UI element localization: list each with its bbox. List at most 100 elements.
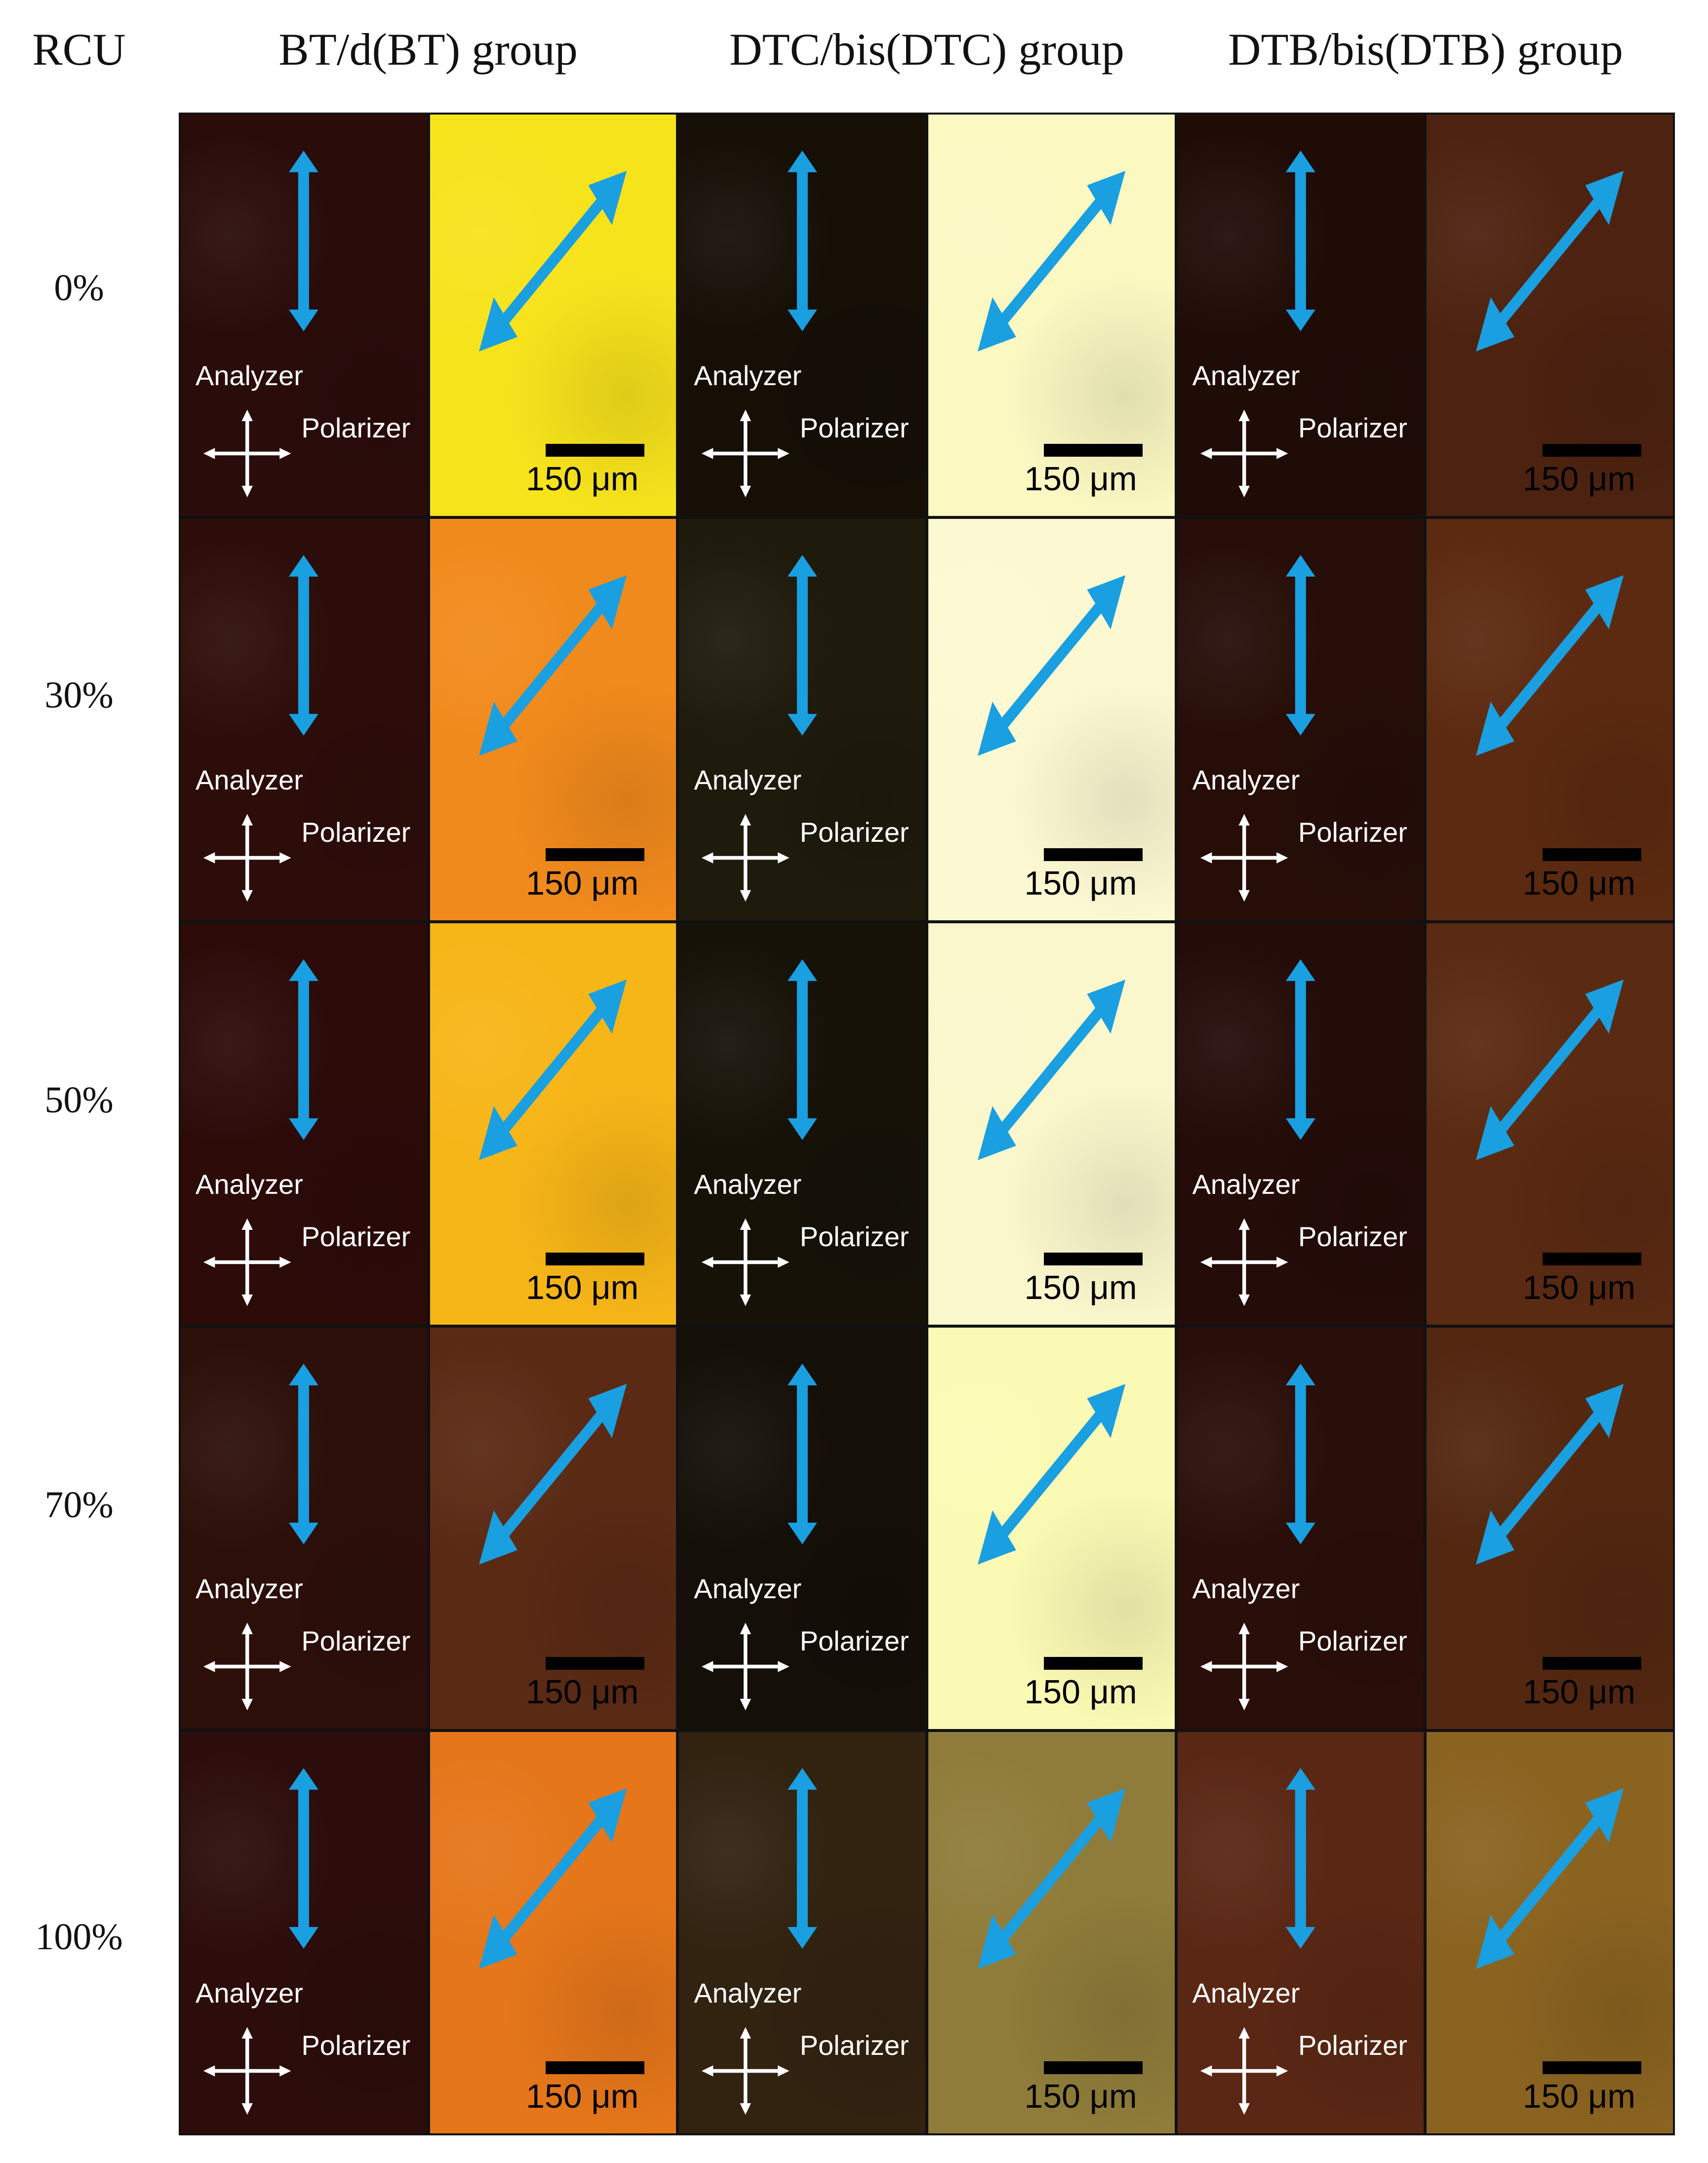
analyzer-label: Analyzer: [1192, 764, 1300, 795]
polarizer-label: Polarizer: [799, 1220, 909, 1252]
vertical-analyzer-arrow-icon: [1286, 1768, 1315, 1949]
diagonal-polarizer-arrow-icon: [1476, 170, 1624, 352]
polarization-cross-icon: [1200, 1219, 1288, 1306]
crossed-polarizer-panel: Analyzer Polarizer: [1177, 1732, 1424, 2133]
crossed-polarizer-panel: Analyzer Polarizer: [1177, 1328, 1424, 1729]
parallel-polarizer-panel: 150 μm: [1427, 923, 1673, 1325]
rcu-row-label-4: 100%: [35, 1916, 123, 1958]
vertical-analyzer-arrow-icon: [1286, 959, 1315, 1140]
scale-bar-label: 150 μm: [1024, 1269, 1137, 1307]
parallel-polarizer-panel: 150 μm: [430, 1328, 676, 1729]
scale-bar-label: 150 μm: [1024, 865, 1137, 903]
polarizer-label: Polarizer: [1298, 1220, 1407, 1252]
group-header-bt: BT/d(BT) group: [278, 24, 578, 75]
parallel-polarizer-panel: 150 μm: [1427, 115, 1673, 516]
polarization-cross-icon: [702, 814, 790, 902]
micrograph-grid: Analyzer Polarizer 150 μm Analyzer Polarizer…: [179, 113, 1675, 2135]
analyzer-label: Analyzer: [1192, 1168, 1300, 1200]
scale-bar: [1542, 2061, 1641, 2074]
scale-bar: [546, 1252, 645, 1265]
parallel-polarizer-panel: 150 μm: [1427, 519, 1673, 920]
vertical-analyzer-arrow-icon: [289, 555, 319, 736]
scale-bar: [1044, 1656, 1143, 1670]
parallel-polarizer-panel: 150 μm: [430, 519, 676, 920]
diagonal-polarizer-arrow-icon: [479, 1788, 627, 1969]
analyzer-label: Analyzer: [195, 1977, 303, 2008]
vertical-analyzer-arrow-icon: [1286, 151, 1315, 331]
analyzer-label: Analyzer: [694, 1573, 802, 1604]
polarization-cross-icon: [203, 1219, 291, 1306]
scale-bar: [546, 1656, 645, 1670]
parallel-polarizer-panel: 150 μm: [1427, 1328, 1673, 1729]
crossed-polarizer-panel: Analyzer Polarizer: [1177, 519, 1424, 920]
diagonal-polarizer-arrow-icon: [977, 1383, 1125, 1565]
diagonal-polarizer-arrow-icon: [479, 575, 627, 756]
polarization-cross-icon: [1200, 814, 1288, 902]
crossed-polarizer-panel: Analyzer Polarizer: [181, 115, 427, 516]
crossed-polarizer-panel: Analyzer Polarizer: [679, 1328, 925, 1729]
parallel-polarizer-panel: 150 μm: [928, 115, 1175, 516]
parallel-polarizer-panel: 150 μm: [430, 923, 676, 1325]
vertical-analyzer-arrow-icon: [787, 151, 817, 331]
polarizer-label: Polarizer: [301, 412, 411, 443]
scale-bar-label: 150 μm: [526, 1673, 639, 1711]
scale-bar-label: 150 μm: [526, 865, 639, 903]
scale-bar-label: 150 μm: [526, 460, 639, 498]
parallel-polarizer-panel: 150 μm: [928, 1328, 1175, 1729]
rcu-row-label-2: 50%: [44, 1079, 114, 1121]
polarization-cross-icon: [203, 2027, 291, 2115]
scale-bar: [1542, 1656, 1641, 1670]
vertical-analyzer-arrow-icon: [787, 959, 817, 1140]
scale-bar: [546, 848, 645, 861]
crossed-polarizer-panel: Analyzer Polarizer: [679, 923, 925, 1325]
analyzer-label: Analyzer: [694, 1168, 802, 1200]
diagonal-polarizer-arrow-icon: [479, 1383, 627, 1565]
scale-bar-label: 150 μm: [1024, 460, 1137, 498]
polarizer-label: Polarizer: [1298, 816, 1407, 848]
parallel-polarizer-panel: 150 μm: [430, 115, 676, 516]
scale-bar-label: 150 μm: [1522, 865, 1635, 903]
analyzer-label: Analyzer: [195, 1573, 303, 1604]
diagonal-polarizer-arrow-icon: [977, 575, 1125, 756]
polarizer-label: Polarizer: [301, 816, 411, 848]
scale-bar-label: 150 μm: [1522, 1269, 1635, 1307]
diagonal-polarizer-arrow-icon: [479, 170, 627, 352]
analyzer-label: Analyzer: [1192, 1977, 1300, 2008]
vertical-analyzer-arrow-icon: [787, 1768, 817, 1949]
vertical-analyzer-arrow-icon: [289, 151, 319, 331]
vertical-analyzer-arrow-icon: [1286, 555, 1315, 736]
diagonal-polarizer-arrow-icon: [1476, 575, 1624, 756]
rcu-row-label-0: 0%: [54, 267, 104, 309]
crossed-polarizer-panel: Analyzer Polarizer: [181, 519, 427, 920]
polarizer-label: Polarizer: [301, 1625, 411, 1656]
diagonal-polarizer-arrow-icon: [977, 1788, 1125, 1969]
polarizer-label: Polarizer: [799, 2029, 909, 2061]
polarization-cross-icon: [702, 2027, 790, 2115]
parallel-polarizer-panel: 150 μm: [928, 519, 1175, 920]
crossed-polarizer-panel: Analyzer Polarizer: [679, 1732, 925, 2133]
scale-bar: [1542, 1252, 1641, 1265]
scale-bar-label: 150 μm: [1522, 1673, 1635, 1711]
scale-bar-label: 150 μm: [1024, 2078, 1137, 2116]
polarizer-label: Polarizer: [1298, 1625, 1407, 1656]
polarizer-label: Polarizer: [799, 816, 909, 848]
polarization-cross-icon: [1200, 410, 1288, 498]
vertical-analyzer-arrow-icon: [289, 1364, 319, 1544]
crossed-polarizer-panel: Analyzer Polarizer: [679, 519, 925, 920]
polarizer-label: Polarizer: [799, 1625, 909, 1656]
crossed-polarizer-panel: Analyzer Polarizer: [1177, 923, 1424, 1325]
polarization-cross-icon: [702, 1219, 790, 1306]
crossed-polarizer-panel: Analyzer Polarizer: [181, 923, 427, 1325]
crossed-polarizer-panel: Analyzer Polarizer: [181, 1732, 427, 2133]
polarization-cross-icon: [702, 410, 790, 498]
scale-bar-label: 150 μm: [1024, 1673, 1137, 1711]
scale-bar-label: 150 μm: [526, 1269, 639, 1307]
parallel-polarizer-panel: 150 μm: [928, 1732, 1175, 2133]
scale-bar-label: 150 μm: [526, 2078, 639, 2116]
vertical-analyzer-arrow-icon: [1286, 1364, 1315, 1544]
vertical-analyzer-arrow-icon: [289, 959, 319, 1140]
diagonal-polarizer-arrow-icon: [1476, 1383, 1624, 1565]
crossed-polarizer-panel: Analyzer Polarizer: [1177, 115, 1424, 516]
diagonal-polarizer-arrow-icon: [977, 979, 1125, 1160]
parallel-polarizer-panel: 150 μm: [430, 1732, 676, 2133]
